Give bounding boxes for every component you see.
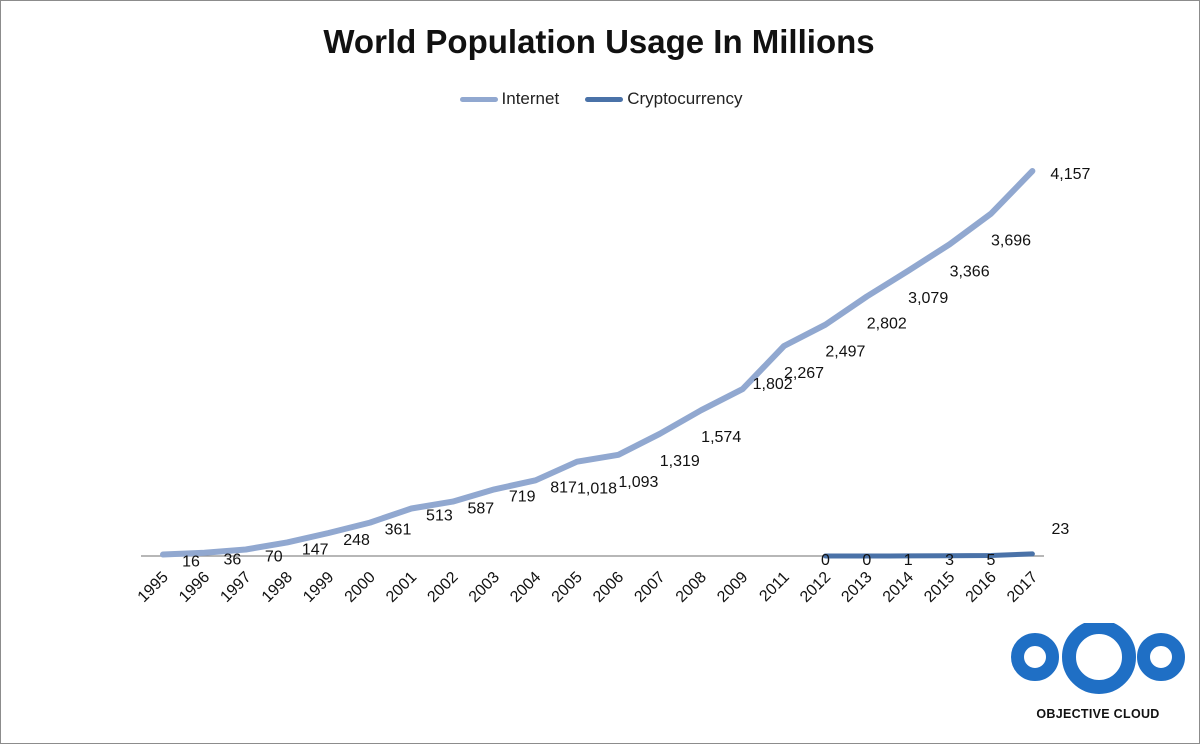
data-label-cryptocurrency: 0 [862,552,871,569]
objective-cloud-logo: OBJECTIVE CLOUD [1011,620,1185,733]
data-label-internet: 513 [426,507,453,524]
legend-item-internet: Internet [459,89,560,109]
legend-label-cryptocurrency: Cryptocurrency [627,89,743,108]
data-label-internet: 147 [302,541,329,558]
data-label-cryptocurrency: 5 [987,552,996,569]
legend-label-internet: Internet [501,89,560,108]
x-tick-label: 1995 [135,569,172,606]
legend-swatch-cryptocurrency [585,96,624,102]
data-label-cryptocurrency: 0 [821,552,830,569]
data-label-cryptocurrency: 23 [1052,521,1070,538]
data-label-internet: 817 [550,479,577,496]
data-label-internet: 719 [509,488,536,505]
data-label-internet: 1,093 [618,474,658,491]
data-label-internet: 361 [385,522,412,539]
x-tick-label: 2015 [921,569,958,606]
series-line-internet [160,168,1036,558]
legend-swatch-internet [459,96,498,102]
data-label-internet: 1,802 [753,376,793,393]
data-label-internet: 3,079 [908,290,948,307]
x-tick-label: 2002 [424,569,461,606]
series-line-cryptocurrency [822,551,1035,559]
data-label-internet: 36 [224,552,242,569]
data-label-internet: 2,267 [784,365,824,382]
data-label-internet: 2,497 [825,344,865,361]
x-tick-label: 2005 [549,569,586,606]
x-tick-label: 2001 [383,569,420,606]
x-tick-label: 2000 [342,569,379,606]
x-tick-label: 2008 [673,569,710,606]
x-tick-label: 2007 [631,569,668,606]
data-label-internet: 1,018 [577,481,617,498]
data-label-internet: 3,366 [950,263,990,280]
x-tick-label: 1996 [176,569,213,606]
x-tick-label: 2017 [1004,569,1041,606]
data-label-internet: 587 [467,501,494,518]
data-label-internet: 248 [343,532,370,549]
data-label-cryptocurrency: 1 [904,552,913,569]
x-tick-label: 2004 [507,569,544,606]
x-tick-label: 2003 [466,569,503,606]
x-tick-label: 2011 [756,569,792,605]
x-tick-label: 2006 [590,569,627,606]
data-label-internet: 4,157 [1050,166,1090,183]
data-label-internet: 70 [265,549,283,566]
x-tick-label: 1998 [259,569,296,606]
data-label-internet: 16 [182,554,200,571]
data-label-cryptocurrency: 3 [945,552,954,569]
chart-legend: Internet Cryptocurrency [1,89,1200,109]
x-tick-label: 1997 [217,569,254,606]
chart-title: World Population Usage In Millions [323,23,875,60]
x-tick-label: 2014 [880,569,917,606]
x-tick-label: 2009 [714,569,751,606]
logo-text: OBJECTIVE CLOUD [1036,707,1160,721]
x-tick-label: 2016 [963,569,1000,606]
data-label-internet: 1,319 [660,453,700,470]
legend-item-cryptocurrency: Cryptocurrency [585,89,742,109]
x-tick-label: 2013 [838,569,875,606]
x-tick-label: 2012 [797,569,834,606]
logo-circles-icon [1011,620,1185,694]
data-label-internet: 1,574 [701,429,741,446]
data-label-internet: 3,696 [991,233,1031,250]
x-tick-label: 1999 [300,569,337,606]
data-label-internet: 2,802 [867,315,907,332]
